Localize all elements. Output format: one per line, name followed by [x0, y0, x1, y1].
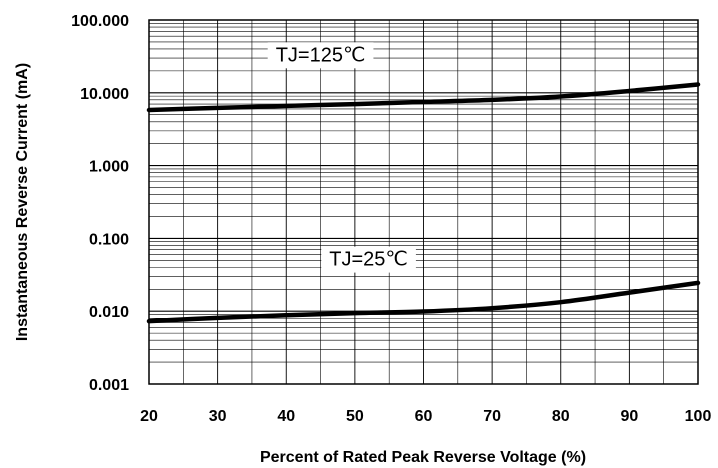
- y-tick-label: 100.000: [71, 13, 129, 30]
- y-axis-title: Instantaneous Reverse Current (mA): [14, 63, 31, 341]
- y-tick-label: 0.001: [89, 377, 129, 394]
- series-layer: [146, 82, 701, 324]
- y-tick-label: 10.000: [80, 86, 129, 103]
- x-tick-label: 80: [552, 408, 570, 425]
- annotation-label-2: TJ=25℃: [329, 249, 408, 271]
- x-tick-label: 20: [140, 408, 158, 425]
- x-tick-label: 70: [483, 408, 501, 425]
- x-tick-labels: 20 30 40 50 60 70 80 90 100: [140, 408, 711, 425]
- annotation-background-1: [267, 42, 374, 69]
- grid: [148, 20, 699, 385]
- annotation-background-2: [321, 246, 416, 273]
- x-tick-label: 50: [346, 408, 364, 425]
- x-tick-label: 60: [415, 408, 433, 425]
- x-tick-label: 30: [209, 408, 227, 425]
- x-tick-label: 90: [620, 408, 638, 425]
- x-tick-label: 100: [685, 408, 712, 425]
- y-tick-label: 1.000: [89, 159, 129, 176]
- y-tick-label: 0.010: [89, 304, 129, 321]
- series-line-1: [146, 82, 701, 113]
- annotation-label-1: TJ=125℃: [276, 44, 366, 66]
- x-tick-label: 40: [277, 408, 295, 425]
- annotation-layer: TJ=125℃ TJ=25℃: [267, 42, 416, 273]
- plot-area-frame: [148, 19, 699, 385]
- y-tick-label: 0.100: [89, 231, 129, 248]
- series-line-2: [146, 280, 701, 324]
- x-axis-title: Percent of Rated Peak Reverse Voltage (%…: [260, 449, 586, 466]
- y-tick-labels: 0.001 0.010 0.100 1.000 10.000 100.000: [71, 13, 129, 394]
